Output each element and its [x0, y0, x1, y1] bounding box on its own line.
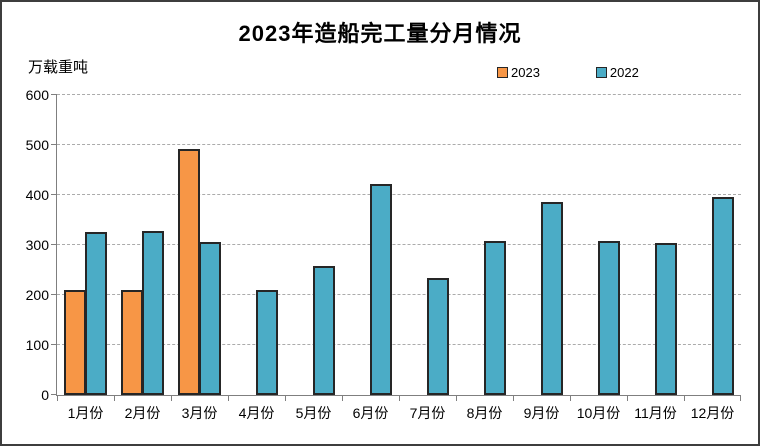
- x-label-4: 4月份: [238, 405, 275, 421]
- y-tick-0: [51, 394, 57, 395]
- gridline-400: [57, 194, 741, 195]
- legend-label-2023: 2023: [511, 65, 540, 80]
- y-tick-label-500: 500: [25, 137, 49, 153]
- y-tick-label-300: 300: [25, 237, 49, 253]
- y-tick-label-600: 600: [25, 87, 49, 103]
- y-tick-500: [51, 144, 57, 145]
- x-tick-2: [171, 395, 172, 401]
- bar-2022-month-7: [426, 278, 449, 395]
- x-label-9: 9月份: [523, 405, 560, 421]
- bar-2022-month-10: [597, 241, 620, 395]
- x-label-5: 5月份: [295, 405, 332, 421]
- legend-swatch-2023: [497, 67, 508, 78]
- plot-area: 0 100 200 300 400 500 600 1月份 2月份 3月份 4月份 5月份 6月份 7月份…: [26, 87, 741, 421]
- chart-title: 2023年造船完工量分月情况: [238, 21, 522, 46]
- bar-2022-month-2: [141, 231, 164, 395]
- x-tick-4: [285, 395, 286, 401]
- x-tick-8: [513, 395, 514, 401]
- y-tick-label-200: 200: [25, 287, 49, 303]
- x-tick-6: [399, 395, 400, 401]
- bar-2022-month-1: [84, 232, 107, 395]
- x-tick-5: [342, 395, 343, 401]
- bar-2022-month-6: [369, 184, 392, 395]
- y-tick-400: [51, 194, 57, 195]
- x-tick-3: [228, 395, 229, 401]
- y-tick-label-400: 400: [25, 187, 49, 203]
- x-label-8: 8月份: [466, 405, 503, 421]
- bar-2022-month-12: [711, 197, 734, 395]
- legend-swatch-2022: [595, 67, 607, 78]
- x-label-3: 3月份: [181, 405, 218, 421]
- gridline-500: [57, 144, 741, 145]
- x-tick-10: [627, 395, 628, 401]
- gridline-100: [57, 344, 741, 345]
- bar-2022-month-3: [198, 242, 221, 395]
- x-label-6: 6月份: [352, 405, 389, 421]
- legend-label-2022: 2022: [609, 65, 639, 80]
- bar-2022-month-8: [483, 241, 506, 395]
- bar-2023-month-2: [120, 290, 143, 395]
- bar-2022-month-5: [312, 266, 335, 395]
- bar-2023-month-1: [63, 290, 86, 395]
- x-label-1: 1月份: [67, 405, 104, 421]
- y-tick-label-0: 0: [41, 387, 49, 403]
- x-tick-12: [740, 395, 741, 401]
- bar-2023-month-3: [177, 149, 200, 395]
- gridline-600: [57, 94, 741, 95]
- x-tick-7: [456, 395, 457, 401]
- x-tick-1: [114, 395, 115, 401]
- x-label-10: 10月份: [576, 405, 621, 421]
- bar-2022-month-9: [540, 202, 563, 395]
- x-tick-9: [570, 395, 571, 401]
- x-label-2: 2月份: [124, 405, 161, 421]
- y-axis-unit-label: 万载重吨: [28, 59, 89, 76]
- y-tick-300: [51, 244, 57, 245]
- y-tick-100: [51, 344, 57, 345]
- bar-2022-month-4: [255, 290, 278, 395]
- x-label-12: 12月份: [690, 405, 735, 421]
- x-tick-11: [684, 395, 685, 401]
- x-tick-0: [57, 395, 58, 401]
- gridline-200: [57, 294, 741, 295]
- y-tick-600: [51, 94, 57, 95]
- y-tick-label-100: 100: [25, 337, 49, 353]
- x-label-11: 11月份: [634, 405, 677, 421]
- legend: 2023 2022: [497, 65, 639, 80]
- gridline-300: [57, 244, 741, 245]
- bar-2022-month-11: [654, 243, 677, 395]
- legend-item-2022: 2022: [595, 65, 639, 80]
- x-label-7: 7月份: [409, 405, 446, 421]
- legend-item-2023: 2023: [497, 65, 540, 80]
- y-tick-200: [51, 294, 57, 295]
